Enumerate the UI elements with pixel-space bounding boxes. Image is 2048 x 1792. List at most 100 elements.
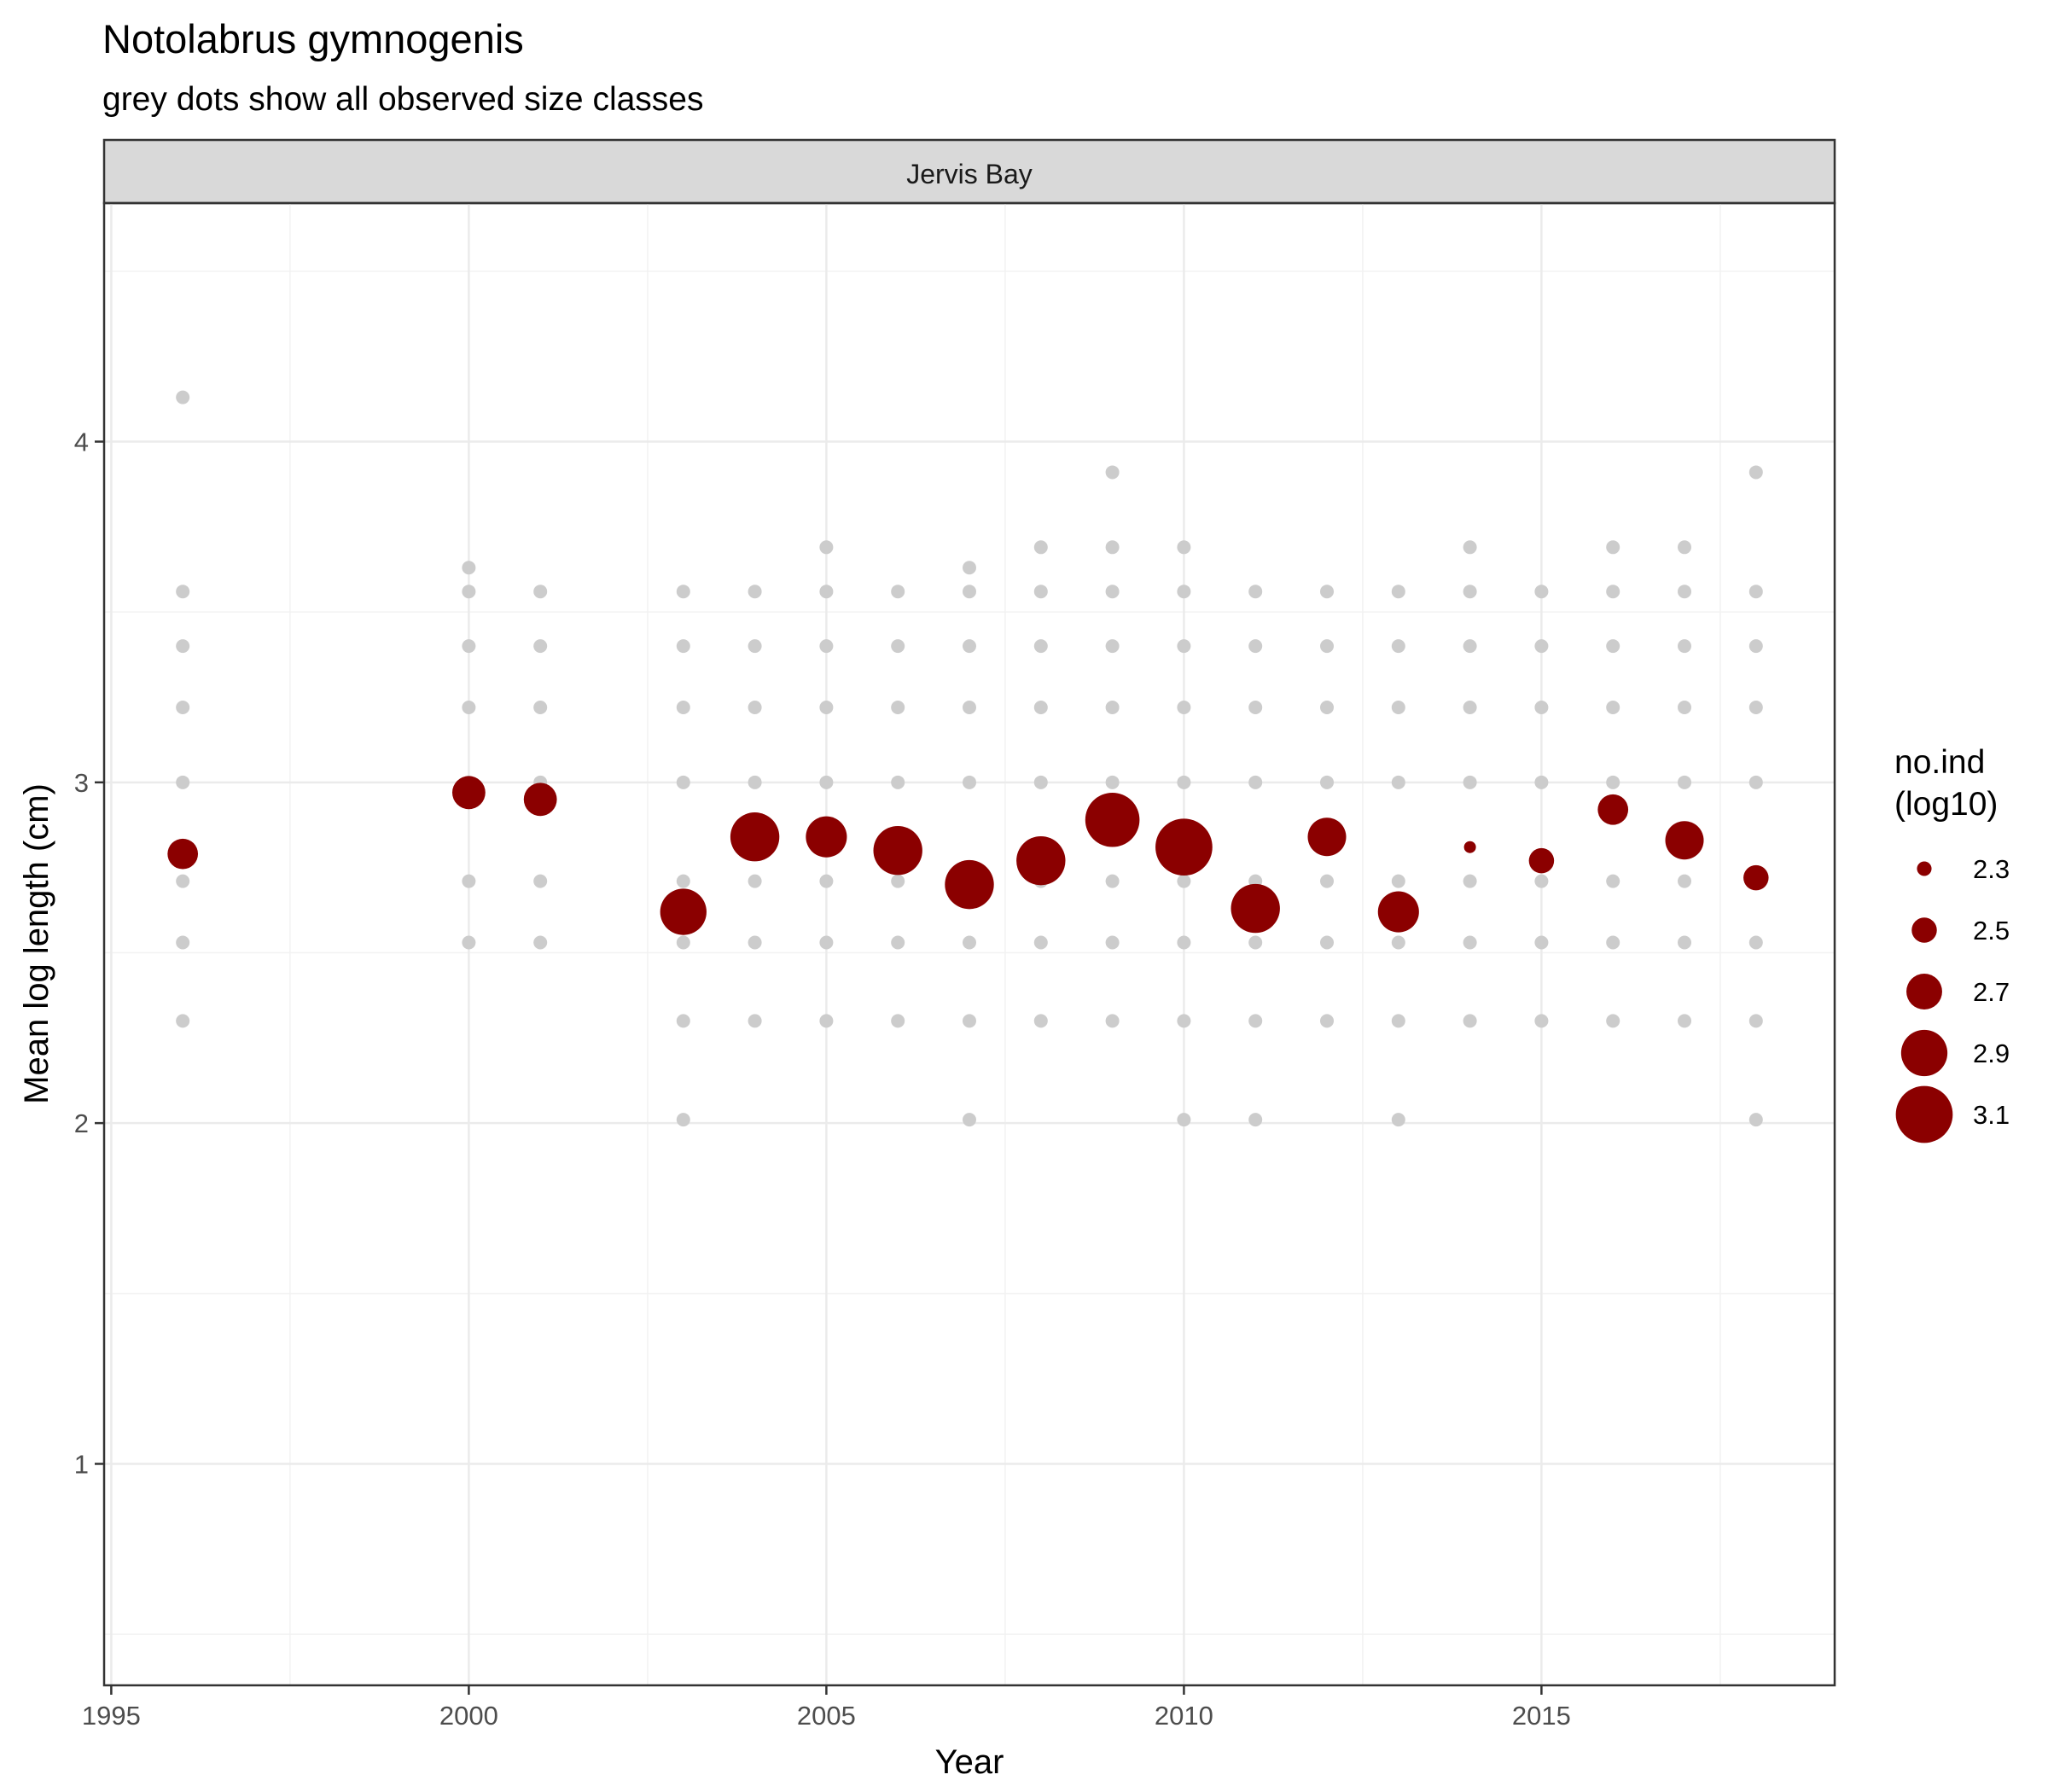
y-tick-label-0: 1 <box>74 1449 89 1479</box>
observed-point-2007-7 <box>963 1014 976 1028</box>
legend-label-1: 2.5 <box>1973 916 2010 945</box>
observed-point-2017-5 <box>1678 874 1692 888</box>
observed-point-2011-3 <box>1248 775 1263 789</box>
observed-point-2007-3 <box>963 700 976 714</box>
observed-point-2000-5 <box>462 874 476 888</box>
observed-point-1996-4 <box>176 775 190 789</box>
observed-point-2015-0 <box>1534 585 1549 599</box>
mean-point-2003 <box>660 888 707 935</box>
observed-point-2008-7 <box>1033 1014 1048 1028</box>
observed-point-2014-1 <box>1463 585 1477 599</box>
y-tick-label-2: 3 <box>74 768 89 798</box>
observed-point-2006-6 <box>891 1014 905 1028</box>
observed-size-classes <box>176 390 1763 1127</box>
observed-point-1996-5 <box>176 874 190 888</box>
observed-point-2003-0 <box>676 585 690 599</box>
legend-key-2 <box>1906 974 1942 1009</box>
observed-point-2012-5 <box>1320 935 1335 950</box>
observed-point-2008-0 <box>1033 540 1048 555</box>
observed-point-2004-1 <box>748 639 762 654</box>
observed-point-2017-3 <box>1678 700 1692 714</box>
observed-point-2005-0 <box>819 540 834 555</box>
observed-point-2009-2 <box>1105 585 1120 599</box>
mean-point-2009 <box>1085 792 1140 847</box>
observed-point-2011-2 <box>1248 700 1263 714</box>
observed-point-2017-1 <box>1678 585 1692 599</box>
observed-point-2016-7 <box>1606 1014 1620 1028</box>
observed-point-1996-0 <box>176 390 190 404</box>
observed-point-2015-2 <box>1534 700 1549 714</box>
observed-point-2017-6 <box>1678 935 1692 950</box>
legend-key-1 <box>1911 917 1937 943</box>
observed-point-2009-4 <box>1105 700 1120 714</box>
observed-point-2007-2 <box>963 639 976 654</box>
observed-point-1996-6 <box>176 935 190 950</box>
mean-point-2008 <box>1016 835 1066 886</box>
mean-point-2016 <box>1597 794 1629 825</box>
mean-point-2015 <box>1528 847 1555 874</box>
panel-border <box>102 201 1836 1687</box>
mean-point-2012 <box>1307 817 1347 857</box>
observed-point-2014-3 <box>1463 700 1477 714</box>
observed-point-2005-1 <box>819 585 834 599</box>
observed-point-2018-0 <box>1748 465 1763 480</box>
x-tick-label-3: 2010 <box>1155 1701 1213 1731</box>
legend-title-line2: (log10) <box>1894 786 1998 823</box>
observed-point-2001-0 <box>533 585 548 599</box>
observed-point-2005-2 <box>819 639 834 654</box>
legend-key-3 <box>1900 1029 1948 1077</box>
observed-point-2010-2 <box>1177 639 1191 654</box>
observed-point-2018-3 <box>1748 700 1763 714</box>
observed-point-2005-4 <box>819 775 834 789</box>
mean-length-points <box>167 776 1769 935</box>
observed-point-2014-2 <box>1463 639 1477 654</box>
observed-point-2016-4 <box>1606 775 1620 789</box>
y-axis-title: Mean log length (cm) <box>18 783 55 1104</box>
observed-point-2018-2 <box>1748 639 1763 654</box>
minor-grid <box>104 203 1835 1685</box>
observed-point-2013-7 <box>1391 1113 1405 1127</box>
observed-point-2000-6 <box>462 935 476 950</box>
observed-point-2008-2 <box>1033 639 1048 654</box>
observed-point-2012-0 <box>1320 585 1335 599</box>
legend-title-line1: no.ind <box>1894 744 1985 781</box>
observed-point-2003-3 <box>676 775 690 789</box>
x-axis: 1995 2000 2005 2010 2015 <box>82 1685 1571 1731</box>
legend-keys: 2.3 2.5 2.7 2.9 3.1 <box>1895 854 2010 1143</box>
observed-point-2001-5 <box>533 935 548 950</box>
observed-point-2009-7 <box>1105 935 1120 950</box>
observed-point-2015-3 <box>1534 775 1549 789</box>
legend-label-4: 3.1 <box>1973 1100 2010 1130</box>
observed-point-2017-0 <box>1678 540 1692 555</box>
observed-point-2014-6 <box>1463 935 1477 950</box>
observed-point-2009-8 <box>1105 1014 1120 1028</box>
legend-label-0: 2.3 <box>1973 854 2010 884</box>
observed-point-2016-2 <box>1606 639 1620 654</box>
observed-point-2006-3 <box>891 775 905 789</box>
observed-point-2012-1 <box>1320 639 1335 654</box>
observed-point-2006-1 <box>891 639 905 654</box>
observed-point-2005-7 <box>819 1014 834 1028</box>
y-tick-label-1: 2 <box>74 1108 89 1138</box>
mean-point-2007 <box>945 859 994 910</box>
observed-point-2016-3 <box>1606 700 1620 714</box>
chart-subtitle: grey dots show all observed size classes <box>102 81 704 118</box>
mean-point-2018 <box>1743 864 1769 891</box>
observed-point-2014-0 <box>1463 540 1477 555</box>
observed-point-2017-4 <box>1678 775 1692 789</box>
observed-point-2006-2 <box>891 700 905 714</box>
observed-point-2010-8 <box>1177 1113 1191 1127</box>
mean-point-2001 <box>523 783 557 817</box>
mean-point-2011 <box>1231 883 1280 934</box>
observed-point-2004-5 <box>748 935 762 950</box>
mean-point-2013 <box>1377 891 1419 933</box>
observed-point-2011-5 <box>1248 935 1263 950</box>
observed-point-2001-2 <box>533 700 548 714</box>
observed-point-1996-2 <box>176 639 190 654</box>
observed-point-2014-4 <box>1463 775 1477 789</box>
x-tick-label-0: 1995 <box>82 1701 141 1731</box>
observed-point-2008-1 <box>1033 585 1048 599</box>
observed-point-2008-6 <box>1033 935 1048 950</box>
legend-key-0 <box>1917 861 1932 876</box>
